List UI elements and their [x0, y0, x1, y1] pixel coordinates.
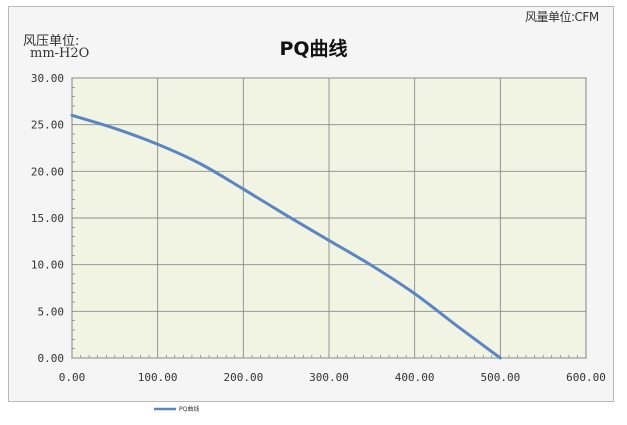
x-tick-label: 400.00: [395, 371, 435, 384]
y-tick-label: 20.00: [31, 165, 64, 178]
y-tick-label: 0.00: [38, 352, 65, 365]
x-axis-unit-label: 风量单位:CFM: [525, 10, 599, 24]
pq-curve-line: [70, 113, 502, 360]
y-tick-label: 10.00: [31, 259, 64, 272]
legend-label: PQ曲线: [179, 405, 199, 413]
y-axis-unit: mm-H2O: [30, 46, 90, 61]
y-tick-label: 15.00: [31, 212, 64, 225]
x-tick-label: 200.00: [223, 371, 263, 384]
x-tick-label: 600.00: [566, 371, 606, 384]
x-tick-label: 0.00: [59, 371, 86, 384]
y-tick-label: 5.00: [38, 305, 65, 318]
y-tick-label: 30.00: [31, 72, 64, 85]
x-tick-label: 300.00: [309, 371, 349, 384]
y-tick-label: 25.00: [31, 119, 64, 132]
chart-title: PQ曲线: [279, 38, 348, 60]
x-tick-label: 500.00: [480, 371, 520, 384]
y-axis-label: 风压单位:: [23, 34, 80, 49]
x-tick-label: 100.00: [138, 371, 178, 384]
